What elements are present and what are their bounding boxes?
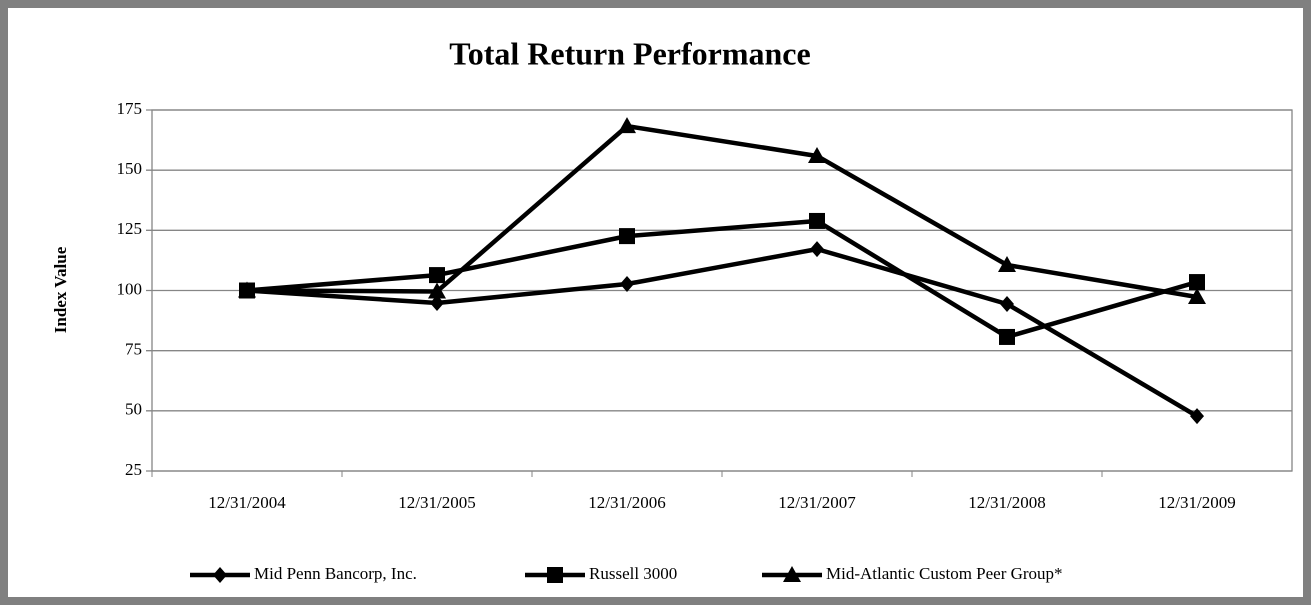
marker	[1188, 287, 1206, 304]
x-tick-label: 12/31/2005	[398, 493, 475, 512]
y-tick-label: 125	[117, 219, 143, 238]
marker	[429, 267, 445, 284]
marker	[809, 212, 825, 229]
y-tick-label: 75	[125, 340, 142, 359]
marker	[620, 276, 634, 293]
series-line	[246, 123, 1198, 300]
marker	[810, 241, 824, 258]
y-axis-label: Index Value	[51, 246, 70, 333]
legend-marker	[783, 566, 801, 582]
marker	[808, 146, 826, 163]
chart-title: Total Return Performance	[449, 35, 810, 71]
legend-label: Mid Penn Bancorp, Inc.	[254, 564, 417, 583]
x-tick-label: 12/31/2006	[588, 493, 665, 512]
marker	[618, 117, 636, 134]
x-tick-label: 12/31/2008	[968, 493, 1045, 512]
legend-label: Mid-Atlantic Custom Peer Group*	[826, 564, 1063, 583]
x-tick-label: 12/31/2007	[778, 493, 856, 512]
marker	[1190, 408, 1204, 425]
marker	[998, 255, 1016, 272]
y-tick-label: 175	[117, 99, 143, 118]
legend-label: Russell 3000	[589, 564, 677, 583]
x-tick-label: 12/31/2004	[208, 493, 286, 512]
x-tick-label: 12/31/2009	[1158, 493, 1235, 512]
series-line	[246, 218, 1198, 340]
y-tick-label: 150	[117, 159, 143, 178]
marker	[619, 228, 635, 245]
y-tick-label: 100	[117, 279, 143, 298]
series-line	[246, 246, 1199, 419]
marker	[1189, 274, 1205, 291]
marker	[1000, 295, 1014, 312]
marker	[428, 282, 446, 299]
legend-marker	[547, 567, 563, 583]
marker	[430, 295, 444, 312]
marker	[999, 328, 1015, 345]
y-tick-label: 50	[125, 400, 142, 419]
y-tick-label: 25	[125, 460, 142, 479]
marker	[238, 281, 256, 298]
legend-marker	[213, 567, 227, 583]
